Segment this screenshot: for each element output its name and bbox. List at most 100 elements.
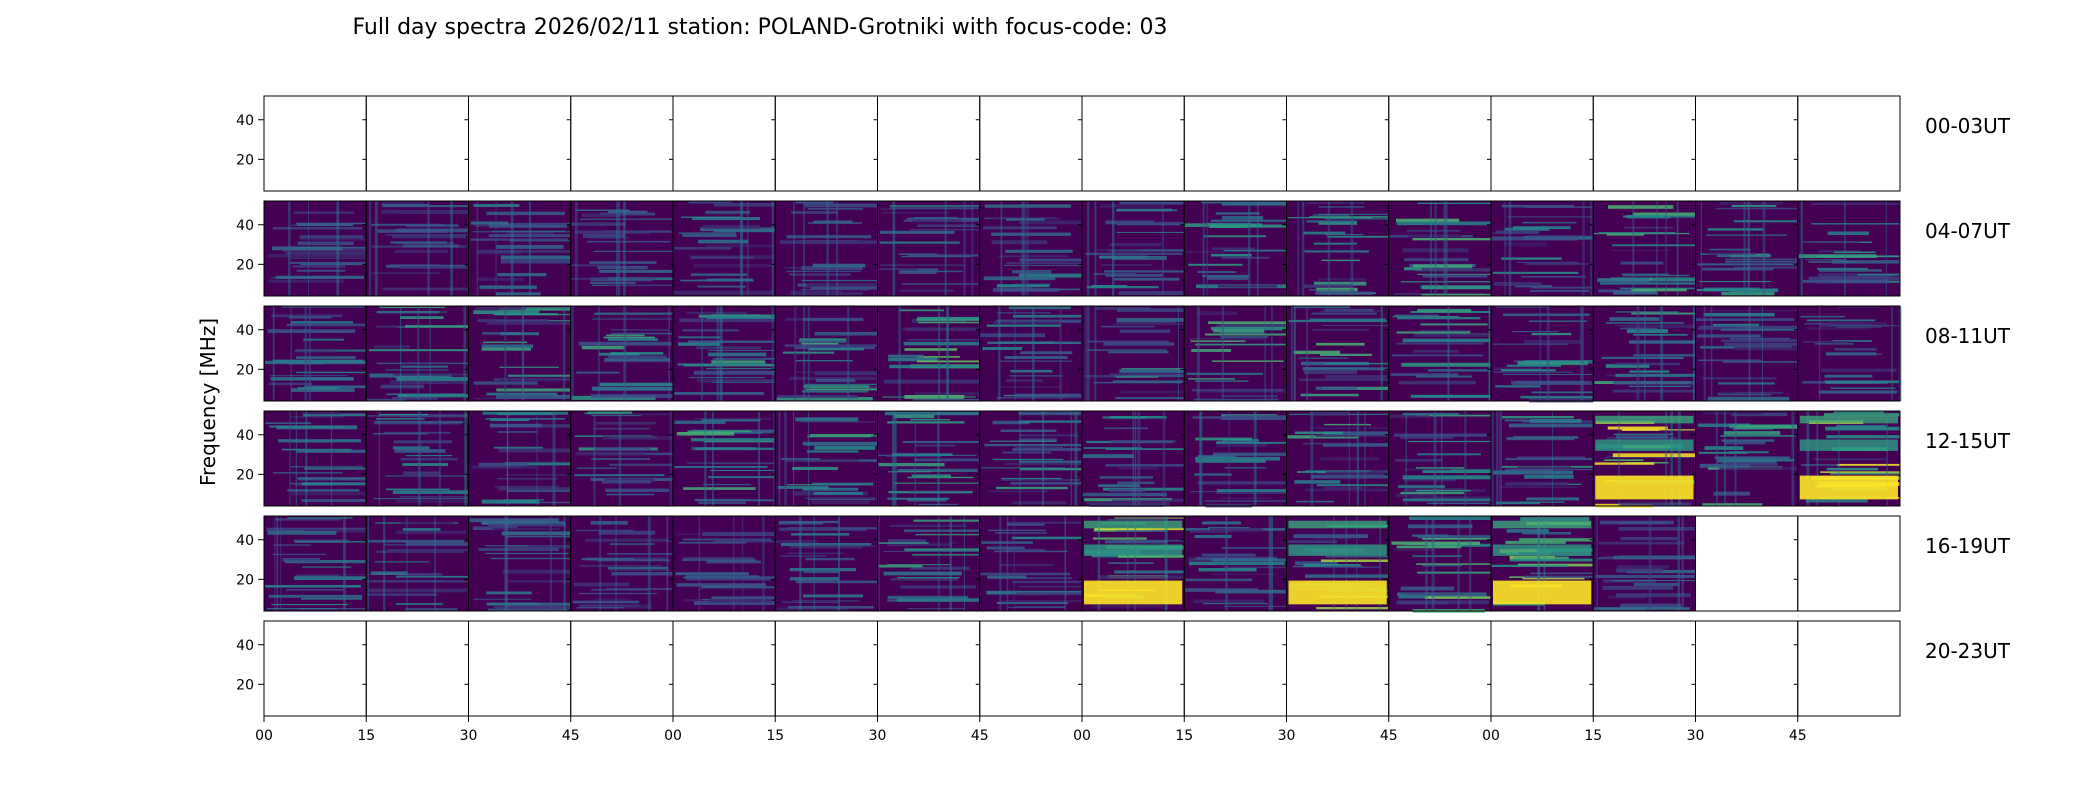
spectrogram-panel: [1691, 305, 1799, 402]
spectrogram-panel: [464, 410, 572, 507]
spectrogram-panel: [669, 515, 776, 612]
spectrogram-panel: [771, 95, 878, 192]
spectrogram-panel: [1793, 200, 1901, 297]
spectrogram-panel: [1589, 305, 1696, 402]
x-tick-label: 45: [1789, 728, 1807, 744]
spectrogram-panel: [1282, 410, 1390, 507]
spectrogram-panel: [263, 200, 369, 297]
spectrogram-panel: [873, 200, 981, 297]
spectrogram-panel: [1793, 305, 1902, 402]
spectrogram-panel: [464, 515, 572, 612]
spectrogram-panel: [873, 95, 981, 192]
spectrogram-panel: [1691, 200, 1799, 297]
spectrogram-panel: [975, 620, 1083, 717]
spectrogram-panel: [1384, 620, 1492, 717]
spectrogram-panel: [1078, 620, 1185, 717]
row-time-label: 20-23UT: [1925, 639, 2011, 663]
spectrogram-panel: [1487, 95, 1594, 192]
row-time-label: 12-15UT: [1925, 429, 2011, 453]
spectrogram-panel: [362, 620, 469, 717]
spectrogram-panel: [975, 410, 1083, 507]
spectrogram-panel: [975, 515, 1083, 612]
x-tick-label: 15: [766, 728, 784, 744]
spectrogram-panel: [263, 305, 367, 402]
spectrogram-panel: [1487, 410, 1594, 507]
spectrogram-panel: [1078, 95, 1185, 192]
spectrogram-panel: [362, 410, 469, 507]
spectrogram-panel: [669, 410, 776, 507]
spectra-row: 20 40 04-07UT: [236, 200, 2011, 297]
spectrogram-panel: [566, 200, 674, 297]
spectrogram-panel: [771, 410, 878, 507]
spectrogram-panel: [1282, 515, 1390, 612]
x-tick-label: 00: [255, 728, 273, 744]
x-tick-label: 00: [664, 728, 682, 744]
spectrogram-panel: [771, 620, 878, 717]
x-tick-label: 30: [869, 728, 887, 744]
x-axis: 00 15 30 45 00 15 30 45 00 15 30 45 00 15 30 45: [255, 716, 1807, 744]
spectrogram-panel: [1384, 95, 1492, 192]
spectrogram-panel: [1793, 95, 1901, 192]
spectrogram-panel: [566, 410, 674, 507]
row-time-label: 04-07UT: [1925, 219, 2011, 243]
spectrogram-panel: [362, 200, 469, 297]
spectrogram-panel: [975, 200, 1083, 297]
spectrogram-panel: [1078, 200, 1185, 297]
y-tick-label: 40: [236, 533, 254, 549]
y-tick-label: 40: [236, 638, 254, 654]
y-tick-label: 40: [236, 218, 254, 234]
y-axis-label: Frequency [MHz]: [196, 318, 220, 486]
spectrogram-panel: [1793, 620, 1901, 717]
x-tick-label: 00: [1482, 728, 1500, 744]
spectrogram-panel: [1180, 200, 1287, 297]
spectra-row: 20 40 12-15UT: [236, 410, 2011, 508]
spectrogram-panel: [873, 515, 981, 612]
spectrogram-panel: [1793, 410, 1901, 507]
spectrogram-panel: [1589, 515, 1696, 612]
y-tick-label: 40: [236, 428, 254, 444]
spectra-row: 20 40 16-19UT: [236, 515, 2011, 613]
spectra-row: 20 40 20-23UT: [236, 620, 2011, 717]
spectrogram-panel: [566, 95, 674, 192]
spectrogram-panel: [873, 620, 981, 717]
spectrogram-panel: [771, 200, 878, 297]
x-tick-label: 00: [1073, 728, 1091, 744]
spectrogram-panel: [464, 200, 572, 297]
x-tick-label: 30: [1687, 728, 1705, 744]
spectrogram-panel: [975, 305, 1083, 402]
spectrogram-panel: [1180, 515, 1287, 612]
spectrogram-panel: [1691, 410, 1799, 507]
spectrogram-panel: [1384, 200, 1492, 297]
spectrogram-panel: [771, 515, 878, 612]
y-tick-label: 20: [236, 152, 254, 168]
spectrogram-panel: [1180, 95, 1287, 192]
row-time-label: 08-11UT: [1925, 324, 2011, 348]
spectrogram-panel: [1384, 410, 1492, 507]
x-tick-label: 45: [562, 728, 580, 744]
spectrogram-panel: [1078, 305, 1185, 402]
spectrogram-panel: [464, 620, 572, 717]
spectrogram-panel: [1487, 200, 1594, 297]
spectrogram-panel: [771, 305, 878, 402]
spectrogram-panel: [1589, 95, 1696, 192]
spectrogram-panel: [1384, 515, 1492, 613]
spectrogram-panel: [263, 515, 367, 612]
x-tick-label: 30: [1278, 728, 1296, 744]
spectrogram-panel: [1793, 515, 1901, 612]
row-time-label: 00-03UT: [1925, 114, 2011, 138]
y-tick-label: 20: [236, 677, 254, 693]
spectra-row: 20 40 08-11UT: [236, 305, 2011, 403]
chart-title: Full day spectra 2026/02/11 station: POL…: [352, 15, 1167, 40]
spectrogram-panel: [1691, 515, 1799, 612]
x-tick-label: 15: [1175, 728, 1193, 744]
spectrogram-panel: [464, 95, 572, 192]
spectrogram-panel: [669, 200, 776, 297]
spectrogram-panel: [1180, 410, 1287, 508]
spectrogram-panel: [566, 305, 674, 402]
spectrogram-panel: [464, 305, 572, 402]
spectrogram-panel: [1282, 620, 1390, 717]
spectrogram-panel: [362, 305, 469, 402]
spectrogram-panel: [1589, 620, 1696, 717]
y-tick-label: 40: [236, 323, 254, 339]
